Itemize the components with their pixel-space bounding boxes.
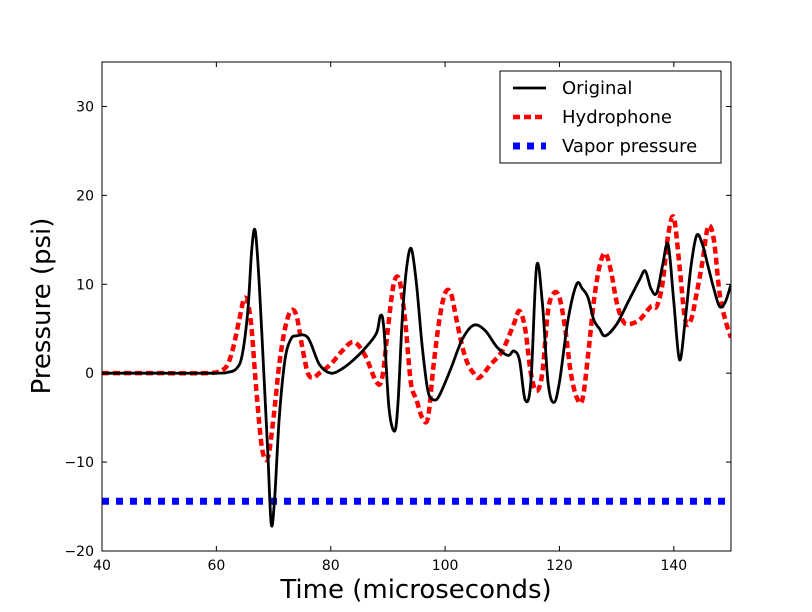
plot-frame [101,61,732,552]
legend-label-vapor-pressure: Vapor pressure [562,136,697,157]
x-tick-label: 140 [660,558,687,574]
legend-label-original: Original [562,78,632,99]
x-tick-label: 60 [207,558,225,574]
x-tick-label: 80 [322,558,340,574]
legend-label-hydrophone: Hydrophone [562,107,672,128]
y-tick-label: 20 [76,188,94,204]
y-tick-label: 0 [85,366,94,382]
x-axis-title: Time (microseconds) [279,575,551,605]
y-tick-label: 10 [76,277,94,293]
series-line-hydrophone [102,214,731,463]
legend: Original Hydrophone Vapor pressure [499,70,722,164]
x-tick-label: 100 [432,558,459,574]
y-tick-label: −10 [64,455,94,471]
y-axis-ticks: −20 −10 0 10 20 30 [64,99,731,560]
x-tick-label: 120 [546,558,573,574]
y-tick-label: 30 [76,99,94,115]
series-layer [102,214,731,528]
x-tick-label: 40 [93,558,111,574]
x-axis-ticks: 40 60 80 100 120 140 [93,62,687,574]
y-axis-title: Pressure (psi) [27,218,57,395]
series-line-original [102,227,731,528]
y-tick-label: −20 [64,544,94,560]
